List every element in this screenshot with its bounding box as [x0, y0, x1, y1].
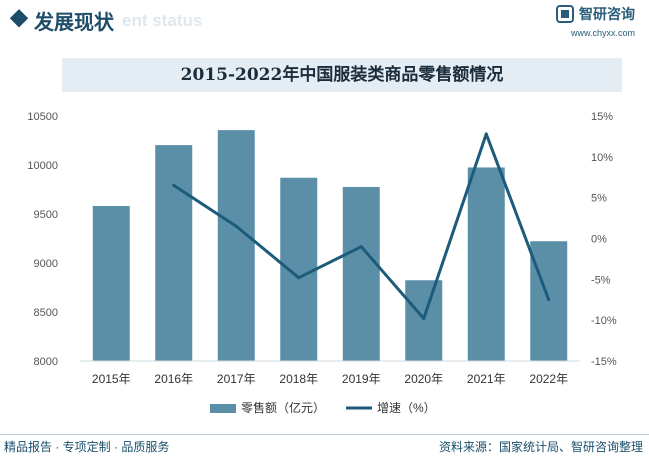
line-point [422, 317, 426, 321]
x-axis: 2015年 2016年 2017年 2018年 2019年 2020年 2021年 2022年 [92, 372, 568, 386]
legend-swatch-bar [210, 404, 236, 413]
y-tick-label: 9500 [34, 209, 58, 221]
y2-tick-label: 5% [591, 193, 607, 205]
line-point [547, 298, 551, 302]
y2-tick-label: 10% [591, 152, 613, 164]
y-axis-right: -15% -10% -5% 0% 5% 10% 15% [591, 111, 617, 368]
y-tick-label: 10000 [27, 160, 58, 172]
legend-label-line: 增速（%） [377, 401, 436, 415]
bar-series [92, 130, 568, 361]
line-point [359, 245, 363, 249]
x-tick-label: 2015年 [92, 372, 131, 386]
line-point [484, 132, 488, 136]
x-tick-label: 2017年 [217, 372, 256, 386]
bar [92, 205, 130, 361]
y-axis-left: 8000 8500 9000 9500 10000 10500 [27, 111, 58, 368]
line-point [297, 276, 301, 280]
y-tick-label: 10500 [27, 111, 58, 123]
footer: 精品报告 · 专项定制 · 品质服务 资料来源：国家统计局、智研咨询整理 [0, 432, 649, 456]
footer-slogan: 精品报告 · 专项定制 · 品质服务 [4, 440, 170, 454]
footer-divider [0, 434, 649, 435]
y2-tick-label: 0% [591, 234, 607, 246]
x-tick-label: 2022年 [529, 372, 568, 386]
y2-tick-label: -10% [591, 315, 617, 327]
bar [405, 280, 443, 361]
legend: 零售额（亿元） 增速（%） [210, 400, 436, 415]
brand-url: www.chyxx.com [570, 28, 635, 38]
brand: 智研咨询 [556, 4, 635, 24]
footer-source: 资料来源：国家统计局、智研咨询整理 [438, 440, 643, 454]
brand-logo-icon [556, 5, 574, 23]
y-tick-label: 8500 [34, 307, 58, 319]
x-tick-label: 2018年 [279, 372, 318, 386]
bar [280, 177, 318, 361]
section-subtitle: ent status [122, 11, 203, 30]
y2-tick-label: 15% [591, 111, 613, 123]
x-tick-label: 2021年 [467, 372, 506, 386]
bar [155, 145, 193, 361]
section-title: 发展现状 [34, 12, 114, 34]
x-tick-label: 2019年 [342, 372, 381, 386]
brand-name: 智研咨询 [579, 6, 635, 22]
line-point [172, 183, 176, 187]
bar [342, 186, 380, 361]
legend-label-bar: 零售额（亿元） [241, 400, 325, 415]
line-series [172, 132, 551, 321]
diamond-icon [9, 9, 29, 28]
y2-tick-label: -5% [591, 274, 611, 286]
x-tick-label: 2016年 [154, 372, 193, 386]
chart-title-bar: 2015-2022年中国服装类商品零售额情况 [62, 58, 622, 92]
y2-tick-label: -15% [591, 356, 617, 368]
chart: 8000 8500 9000 9500 10000 10500 -15% -10% -5% 0%… [27, 111, 617, 415]
bar [467, 167, 505, 361]
line-point [234, 224, 238, 228]
y-tick-label: 8000 [34, 356, 58, 368]
chart-title: 2015-2022年中国服装类商品零售额情况 [180, 65, 504, 85]
y-tick-label: 9000 [34, 258, 58, 270]
header: 发展现状 ent status 智研咨询 www.chyxx.com [0, 0, 649, 44]
x-tick-label: 2020年 [404, 372, 443, 386]
bar [217, 130, 255, 361]
